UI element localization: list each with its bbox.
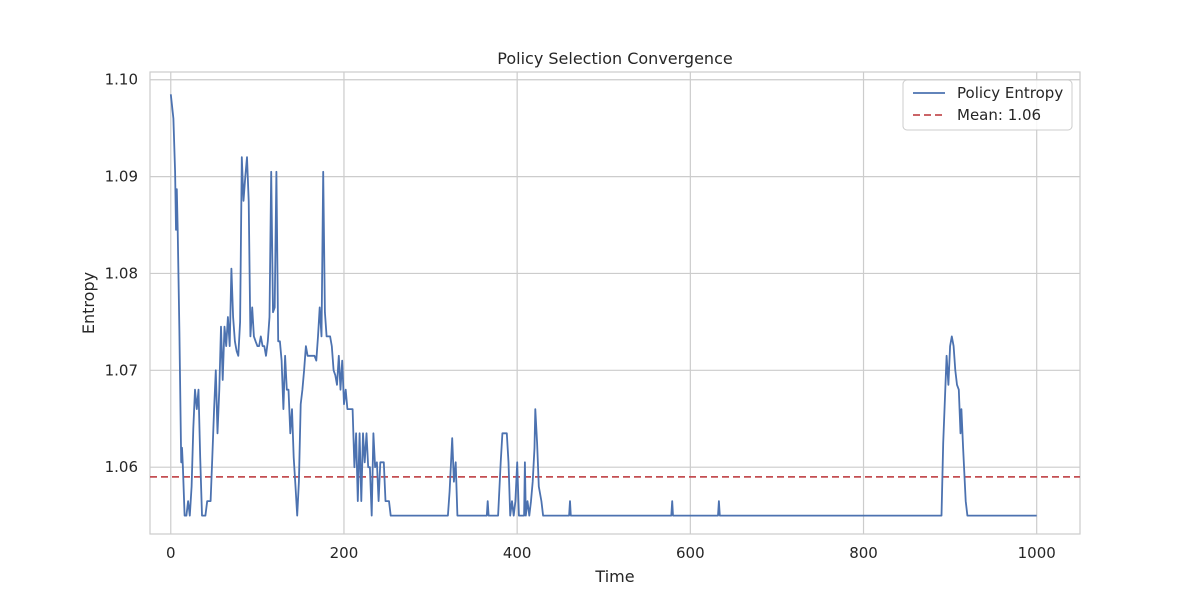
y-tick-label: 1.08 bbox=[105, 264, 138, 282]
plot-frame bbox=[149, 71, 1081, 535]
x-axis-label: Time bbox=[594, 567, 634, 586]
x-tick-label: 400 bbox=[503, 544, 532, 562]
legend-box bbox=[902, 79, 1073, 131]
x-tick-labels: 0 200 400 600 800 1000 bbox=[166, 544, 1056, 562]
x-tick-label: 600 bbox=[676, 544, 705, 562]
x-gridlines bbox=[170, 72, 1038, 534]
policy-entropy-line bbox=[169, 94, 1037, 517]
y-tick-labels: 1.06 1.07 1.08 1.09 1.10 bbox=[105, 71, 138, 476]
x-tick-label: 0 bbox=[166, 544, 176, 562]
x-tick-label: 1000 bbox=[1018, 544, 1056, 562]
y-tick-label: 1.09 bbox=[105, 168, 138, 186]
y-tick-label: 1.10 bbox=[105, 71, 138, 89]
y-tick-label: 1.07 bbox=[105, 361, 138, 379]
x-tick-label: 800 bbox=[849, 544, 878, 562]
x-tick-label: 200 bbox=[330, 544, 359, 562]
chart-title: Policy Selection Convergence bbox=[497, 49, 732, 68]
y-axis-label: Entropy bbox=[79, 272, 98, 334]
y-tick-label: 1.06 bbox=[105, 458, 138, 476]
legend-label-policy-entropy: Policy Entropy bbox=[957, 84, 1063, 102]
legend-label-mean: Mean: 1.06 bbox=[957, 106, 1041, 124]
legend: Policy Entropy Mean: 1.06 bbox=[902, 79, 1073, 131]
